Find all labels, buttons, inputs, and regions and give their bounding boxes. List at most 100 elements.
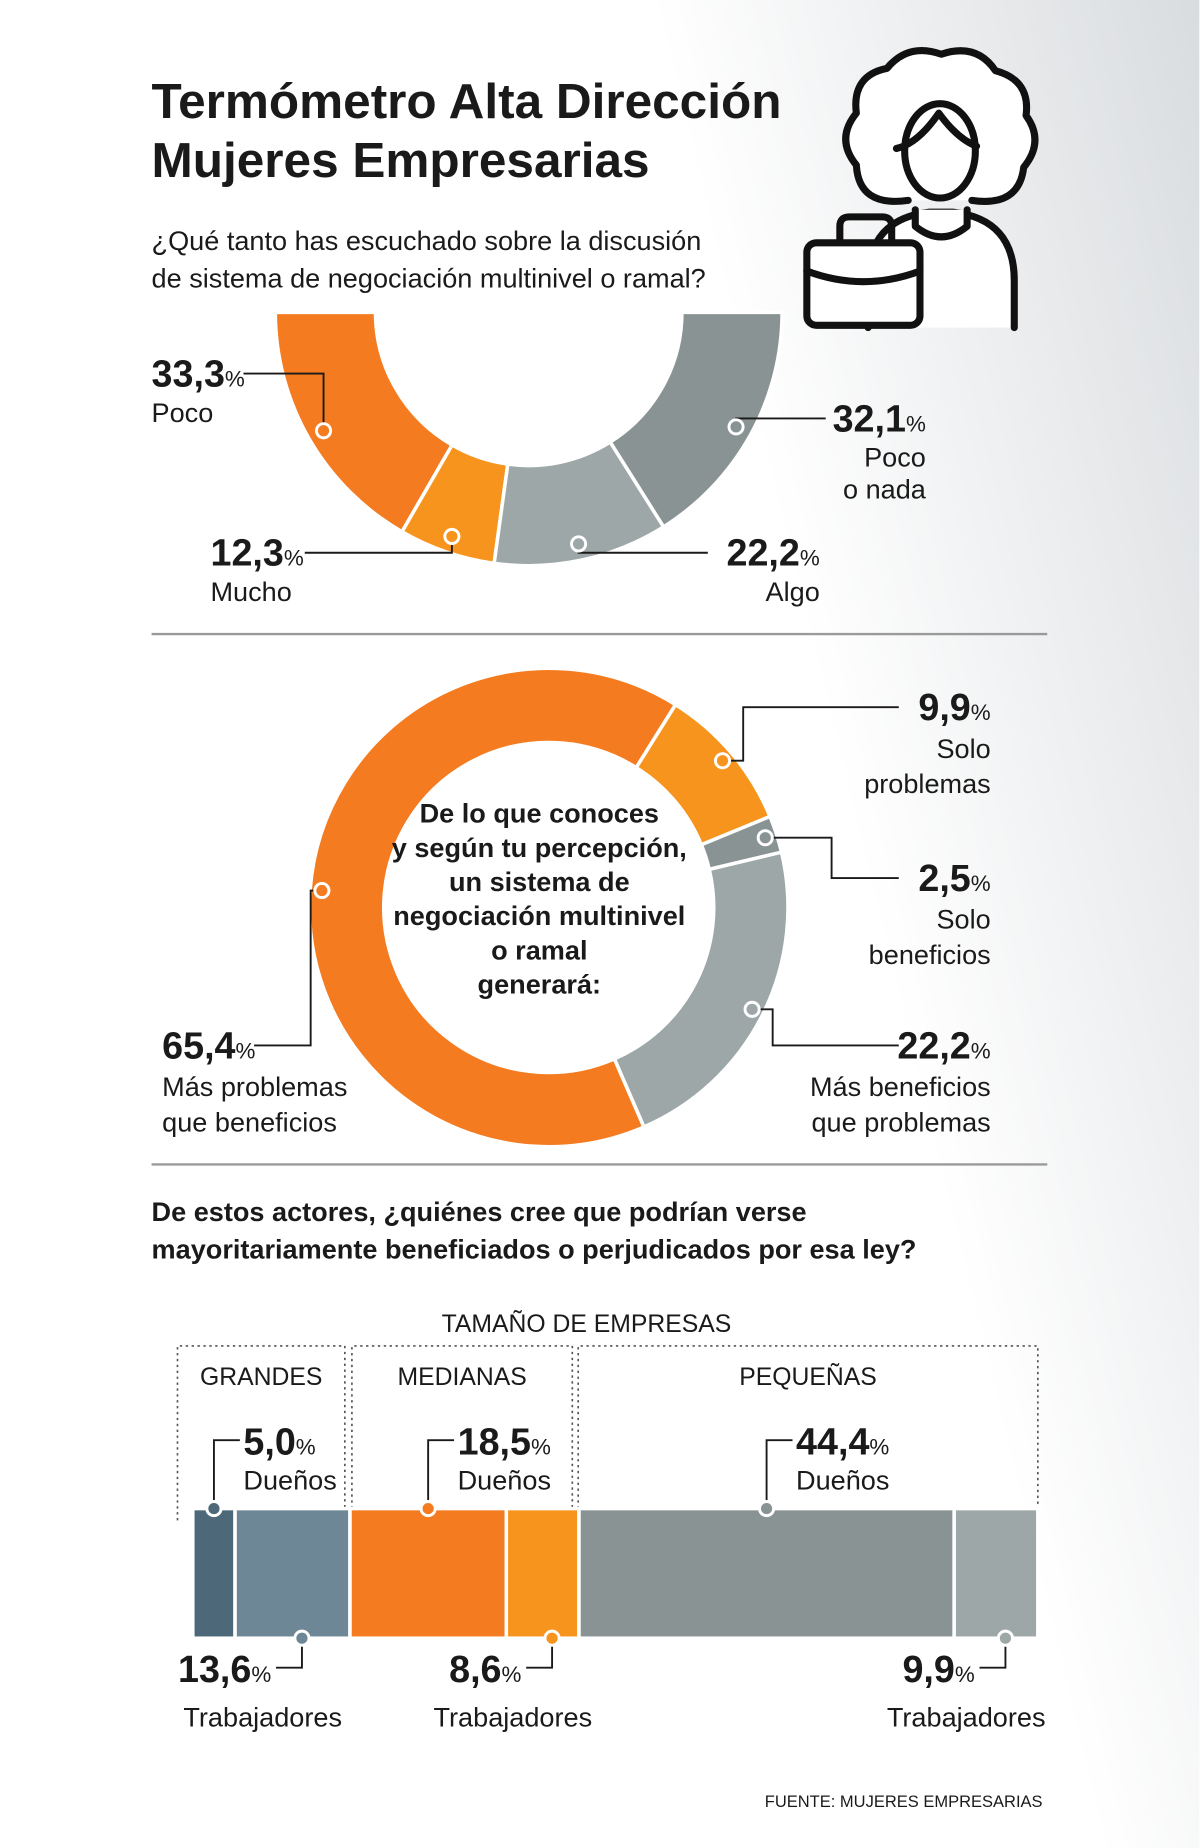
value-label: 2,5% [918,857,990,899]
group-label: MEDIANAS [397,1364,526,1391]
leader-dot [293,1629,311,1647]
leader-dot [419,1500,437,1518]
center-text: De lo que conoces [420,798,659,829]
value-label: 65,4% [162,1024,255,1066]
value-label: 44,4% [796,1420,889,1462]
leader-dot [758,1500,776,1518]
title: Termómetro Alta Dirección [152,74,782,129]
bar-segment [348,1506,509,1640]
icon-businesswoman [803,47,1039,332]
bar-segment [952,1506,1040,1640]
value-number: 13,6 [178,1648,251,1690]
leader-dot [543,1629,561,1647]
category-label: Poco [152,397,214,428]
value-number: 9,9 [902,1648,954,1690]
series-label: Trabajadores [887,1702,1046,1733]
bar-segment [191,1506,237,1640]
value-label: 33,3% [152,353,245,395]
leader-line [212,1439,240,1509]
icon-neck [911,206,971,241]
value-number: 8,6 [449,1648,501,1690]
center-text: negociación multinivel [393,900,685,931]
leader-line [526,1638,554,1669]
category-label: que problemas [811,1106,990,1137]
value-label: 22,2% [727,532,820,574]
icon-handle [836,213,896,247]
arc-segment [399,442,510,566]
icon-fringe [892,109,981,153]
leader-dot [443,527,461,545]
center-text: generará: [478,969,601,1000]
value-unit: % [284,546,304,571]
value-unit: % [971,1038,991,1063]
leader-line [276,1638,303,1669]
value-label: 22,2% [897,1024,990,1066]
category-label: problemas [864,768,990,799]
value-unit: % [531,1434,551,1459]
question: mayoritariamente beneficiados o perjudic… [152,1234,917,1265]
group-box [577,1345,1039,1521]
center-text: o ramal [491,934,587,965]
value-number: 65,4 [162,1024,235,1066]
leader-line [427,1439,455,1509]
leader-line [979,1638,1007,1669]
category-label: Poco [864,442,926,473]
series-label: Dueños [458,1465,551,1496]
leader-dot [713,752,732,770]
value-unit: % [251,1662,271,1687]
value-label: 8,6% [449,1648,521,1690]
question: De estos actores, ¿quiénes cree que podr… [152,1196,807,1227]
category-label: Solo [936,733,990,764]
category-label: Más problemas [162,1071,347,1102]
value-label: 32,1% [833,397,926,439]
value-number: 2,5 [918,857,970,899]
leader-dot [727,418,745,436]
group-box [351,1345,574,1521]
value-unit: % [502,1662,522,1687]
leader-dot [570,535,588,553]
value-number: 18,5 [458,1420,531,1462]
arc-segment [492,439,667,568]
value-label: 9,9% [902,1648,974,1690]
value-unit: % [296,1434,316,1459]
source: FUENTE: MUJERES EMPRESARIAS [765,1793,1043,1811]
icon-face [901,100,979,202]
group-label: GRANDES [200,1364,322,1391]
value-number: 32,1 [833,397,906,439]
leader-line [765,836,899,879]
title: Mujeres Empresarias [152,133,650,188]
question: ¿Qué tanto has escuchado sobre la discus… [152,225,702,256]
value-number: 12,3 [210,532,283,574]
value-label: 5,0% [243,1420,315,1462]
arc-segment [607,310,784,530]
center-text: un sistema de [449,866,630,897]
leader-dot [314,422,333,440]
category-label: que beneficios [162,1106,337,1137]
leader-line [722,706,899,762]
arc-segment [273,310,455,535]
question: de sistema de negociación multinivel o r… [152,263,706,294]
value-unit: % [869,1434,889,1459]
center-text: y según tu percepción, [392,832,687,863]
value-label: 18,5% [458,1420,551,1462]
category-label: Algo [766,576,820,607]
category-label: o nada [843,474,927,505]
value-number: 9,9 [918,686,970,728]
series-label: Dueños [243,1465,336,1496]
bar-segment [233,1506,352,1640]
value-unit: % [955,1662,975,1687]
value-unit: % [800,546,820,571]
value-number: 22,2 [897,1024,970,1066]
bar-segment [504,1506,581,1640]
bar-segment [577,1506,956,1640]
leader-dot [743,1000,761,1018]
leader-dot [996,1629,1014,1647]
value-unit: % [225,367,245,392]
value-unit: % [906,411,926,436]
leader-line [243,372,325,431]
category-label: Mucho [210,576,291,607]
group-label: PEQUEÑAS [739,1364,877,1391]
series-label: Dueños [796,1465,889,1496]
category-label: Más beneficios [810,1071,991,1102]
